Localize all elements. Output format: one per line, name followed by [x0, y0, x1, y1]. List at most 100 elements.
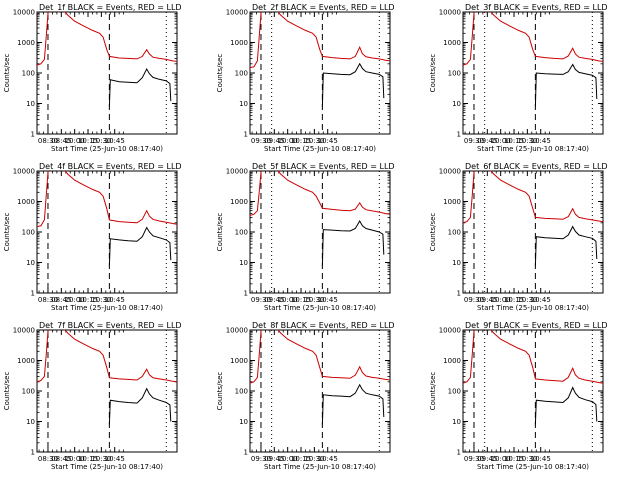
- x-tick-label: 10:00: [491, 455, 511, 463]
- y-tick-label: 10: [26, 100, 35, 108]
- x-tick-label: 10:00: [65, 137, 85, 145]
- y-tick-label: 100: [22, 70, 35, 78]
- x-tick-label: 10:15: [291, 455, 311, 463]
- y-axis-label: Counts/sec: [429, 372, 437, 411]
- chart-title: Det_6f BLACK = Events, RED = LLD: [465, 162, 608, 171]
- x-tick-label: 10:30: [91, 137, 111, 145]
- y-tick-label: 1: [31, 449, 35, 457]
- chart-title: Det_9f BLACK = Events, RED = LLD: [465, 321, 608, 330]
- series-line-red: [463, 12, 603, 66]
- x-tick-label: 09:45: [477, 455, 497, 463]
- x-tick-label: 10:00: [278, 137, 298, 145]
- x-tick-label: 08:30: [38, 296, 58, 304]
- x-tick-label: 09:45: [477, 137, 497, 145]
- x-tick-label: 10:15: [504, 137, 524, 145]
- x-tick-label: 09:45: [477, 296, 497, 304]
- y-axis-label: Counts/sec: [3, 213, 11, 252]
- y-tick-label: 1000: [230, 198, 248, 206]
- plot-frame: [36, 11, 178, 135]
- x-tick-label: 09:30: [464, 137, 484, 145]
- plot-frame: [36, 329, 178, 453]
- chart-title: Det_5f BLACK = Events, RED = LLD: [252, 162, 395, 171]
- x-axis-label: Start Time (25-Jun-10 08:17:40): [51, 463, 163, 471]
- series-line-black: [321, 62, 385, 107]
- x-tick-label: 09:30: [251, 296, 271, 304]
- x-tick-label: 09:45: [264, 296, 284, 304]
- y-axis-label: Counts/sec: [3, 372, 11, 411]
- chart-title: Det_7f BLACK = Events, RED = LLD: [39, 321, 182, 330]
- x-tick-label: 10:00: [278, 455, 298, 463]
- plot-frame: [36, 170, 178, 294]
- y-tick-label: 10: [239, 418, 248, 426]
- y-tick-label: 100: [235, 388, 248, 396]
- y-tick-label: 1: [244, 131, 248, 139]
- plot-frame: [249, 170, 391, 294]
- x-tick-label: 10:30: [304, 137, 324, 145]
- series-line-red: [250, 330, 390, 384]
- y-tick-label: 100: [448, 229, 461, 237]
- x-tick-label: 10:30: [91, 296, 111, 304]
- x-tick-label: 09:30: [251, 455, 271, 463]
- x-tick-label: 10:45: [105, 296, 125, 304]
- plot-frame: [249, 11, 391, 135]
- chart-panel-3: Det_3f BLACK = Events, RED = LLD 1 10 100 10…: [429, 3, 608, 153]
- y-tick-label: 100: [22, 229, 35, 237]
- x-axis-label: Start Time (25-Jun-10 08:17:40): [51, 145, 163, 153]
- x-axis-label: Start Time (25-Jun-10 08:17:40): [264, 145, 376, 153]
- chart-panel-8: Det_8f BLACK = Events, RED = LLD 1 10 100 10…: [216, 321, 395, 471]
- x-tick-label: 08:30: [38, 137, 58, 145]
- x-tick-label: 10:30: [91, 455, 111, 463]
- chart-panel-5: Det_5f BLACK = Events, RED = LLD 1 10 100 10…: [216, 162, 395, 312]
- x-axis-label: Start Time (25-Jun-10 08:17:40): [477, 145, 589, 153]
- series-line-black: [108, 387, 172, 425]
- x-tick-label: 09:30: [464, 296, 484, 304]
- chart-title: Det_3f BLACK = Events, RED = LLD: [465, 3, 608, 12]
- y-tick-label: 1000: [443, 198, 461, 206]
- y-axis-label: Counts/sec: [3, 54, 11, 93]
- series-line-red: [463, 330, 603, 384]
- x-tick-label: 10:30: [517, 455, 537, 463]
- y-tick-label: 10000: [439, 168, 461, 176]
- x-tick-label: 10:15: [78, 137, 98, 145]
- series-line-black: [534, 63, 598, 107]
- chart-title: Det_8f BLACK = Events, RED = LLD: [252, 321, 395, 330]
- y-tick-label: 1: [244, 449, 248, 457]
- y-tick-label: 1000: [443, 357, 461, 365]
- chart-panel-1: Det_1f BLACK = Events, RED = LLD 1 10 100 10…: [3, 3, 182, 153]
- x-axis-label: Start Time (25-Jun-10 08:17:40): [477, 463, 589, 471]
- y-tick-label: 10000: [226, 9, 248, 17]
- y-tick-label: 10: [452, 100, 461, 108]
- y-tick-label: 10000: [13, 168, 35, 176]
- y-axis-label: Counts/sec: [429, 213, 437, 252]
- y-tick-label: 1: [244, 290, 248, 298]
- series-line-red: [37, 12, 177, 66]
- x-tick-label: 08:45: [51, 137, 71, 145]
- x-axis-label: Start Time (25-Jun-10 08:17:40): [264, 463, 376, 471]
- x-tick-label: 10:30: [304, 296, 324, 304]
- chart-panel-9: Det_9f BLACK = Events, RED = LLD 1 10 100 10…: [429, 321, 608, 471]
- chart-title: Det_4f BLACK = Events, RED = LLD: [39, 162, 182, 171]
- chart-panel-2: Det_2f BLACK = Events, RED = LLD 1 10 100 10…: [216, 3, 395, 153]
- x-tick-label: 10:30: [517, 296, 537, 304]
- x-tick-label: 08:45: [51, 296, 71, 304]
- x-axis-label: Start Time (25-Jun-10 08:17:40): [477, 304, 589, 312]
- y-tick-label: 1000: [17, 39, 35, 47]
- y-tick-label: 10000: [13, 327, 35, 335]
- x-tick-label: 10:15: [291, 137, 311, 145]
- series-line-red: [37, 171, 177, 228]
- chart-title: Det_2f BLACK = Events, RED = LLD: [252, 3, 395, 12]
- y-tick-label: 1: [457, 131, 461, 139]
- y-tick-label: 1: [31, 290, 35, 298]
- x-tick-label: 10:00: [278, 296, 298, 304]
- series-line-black: [108, 226, 172, 266]
- y-tick-label: 10000: [439, 9, 461, 17]
- series-line-black: [108, 67, 172, 107]
- y-tick-label: 10: [452, 259, 461, 267]
- x-tick-label: 10:45: [318, 455, 338, 463]
- series-line-black: [534, 225, 598, 266]
- y-tick-label: 10: [26, 418, 35, 426]
- x-tick-label: 10:00: [491, 137, 511, 145]
- x-tick-label: 10:45: [318, 137, 338, 145]
- y-tick-label: 10000: [226, 168, 248, 176]
- x-tick-label: 10:45: [105, 455, 125, 463]
